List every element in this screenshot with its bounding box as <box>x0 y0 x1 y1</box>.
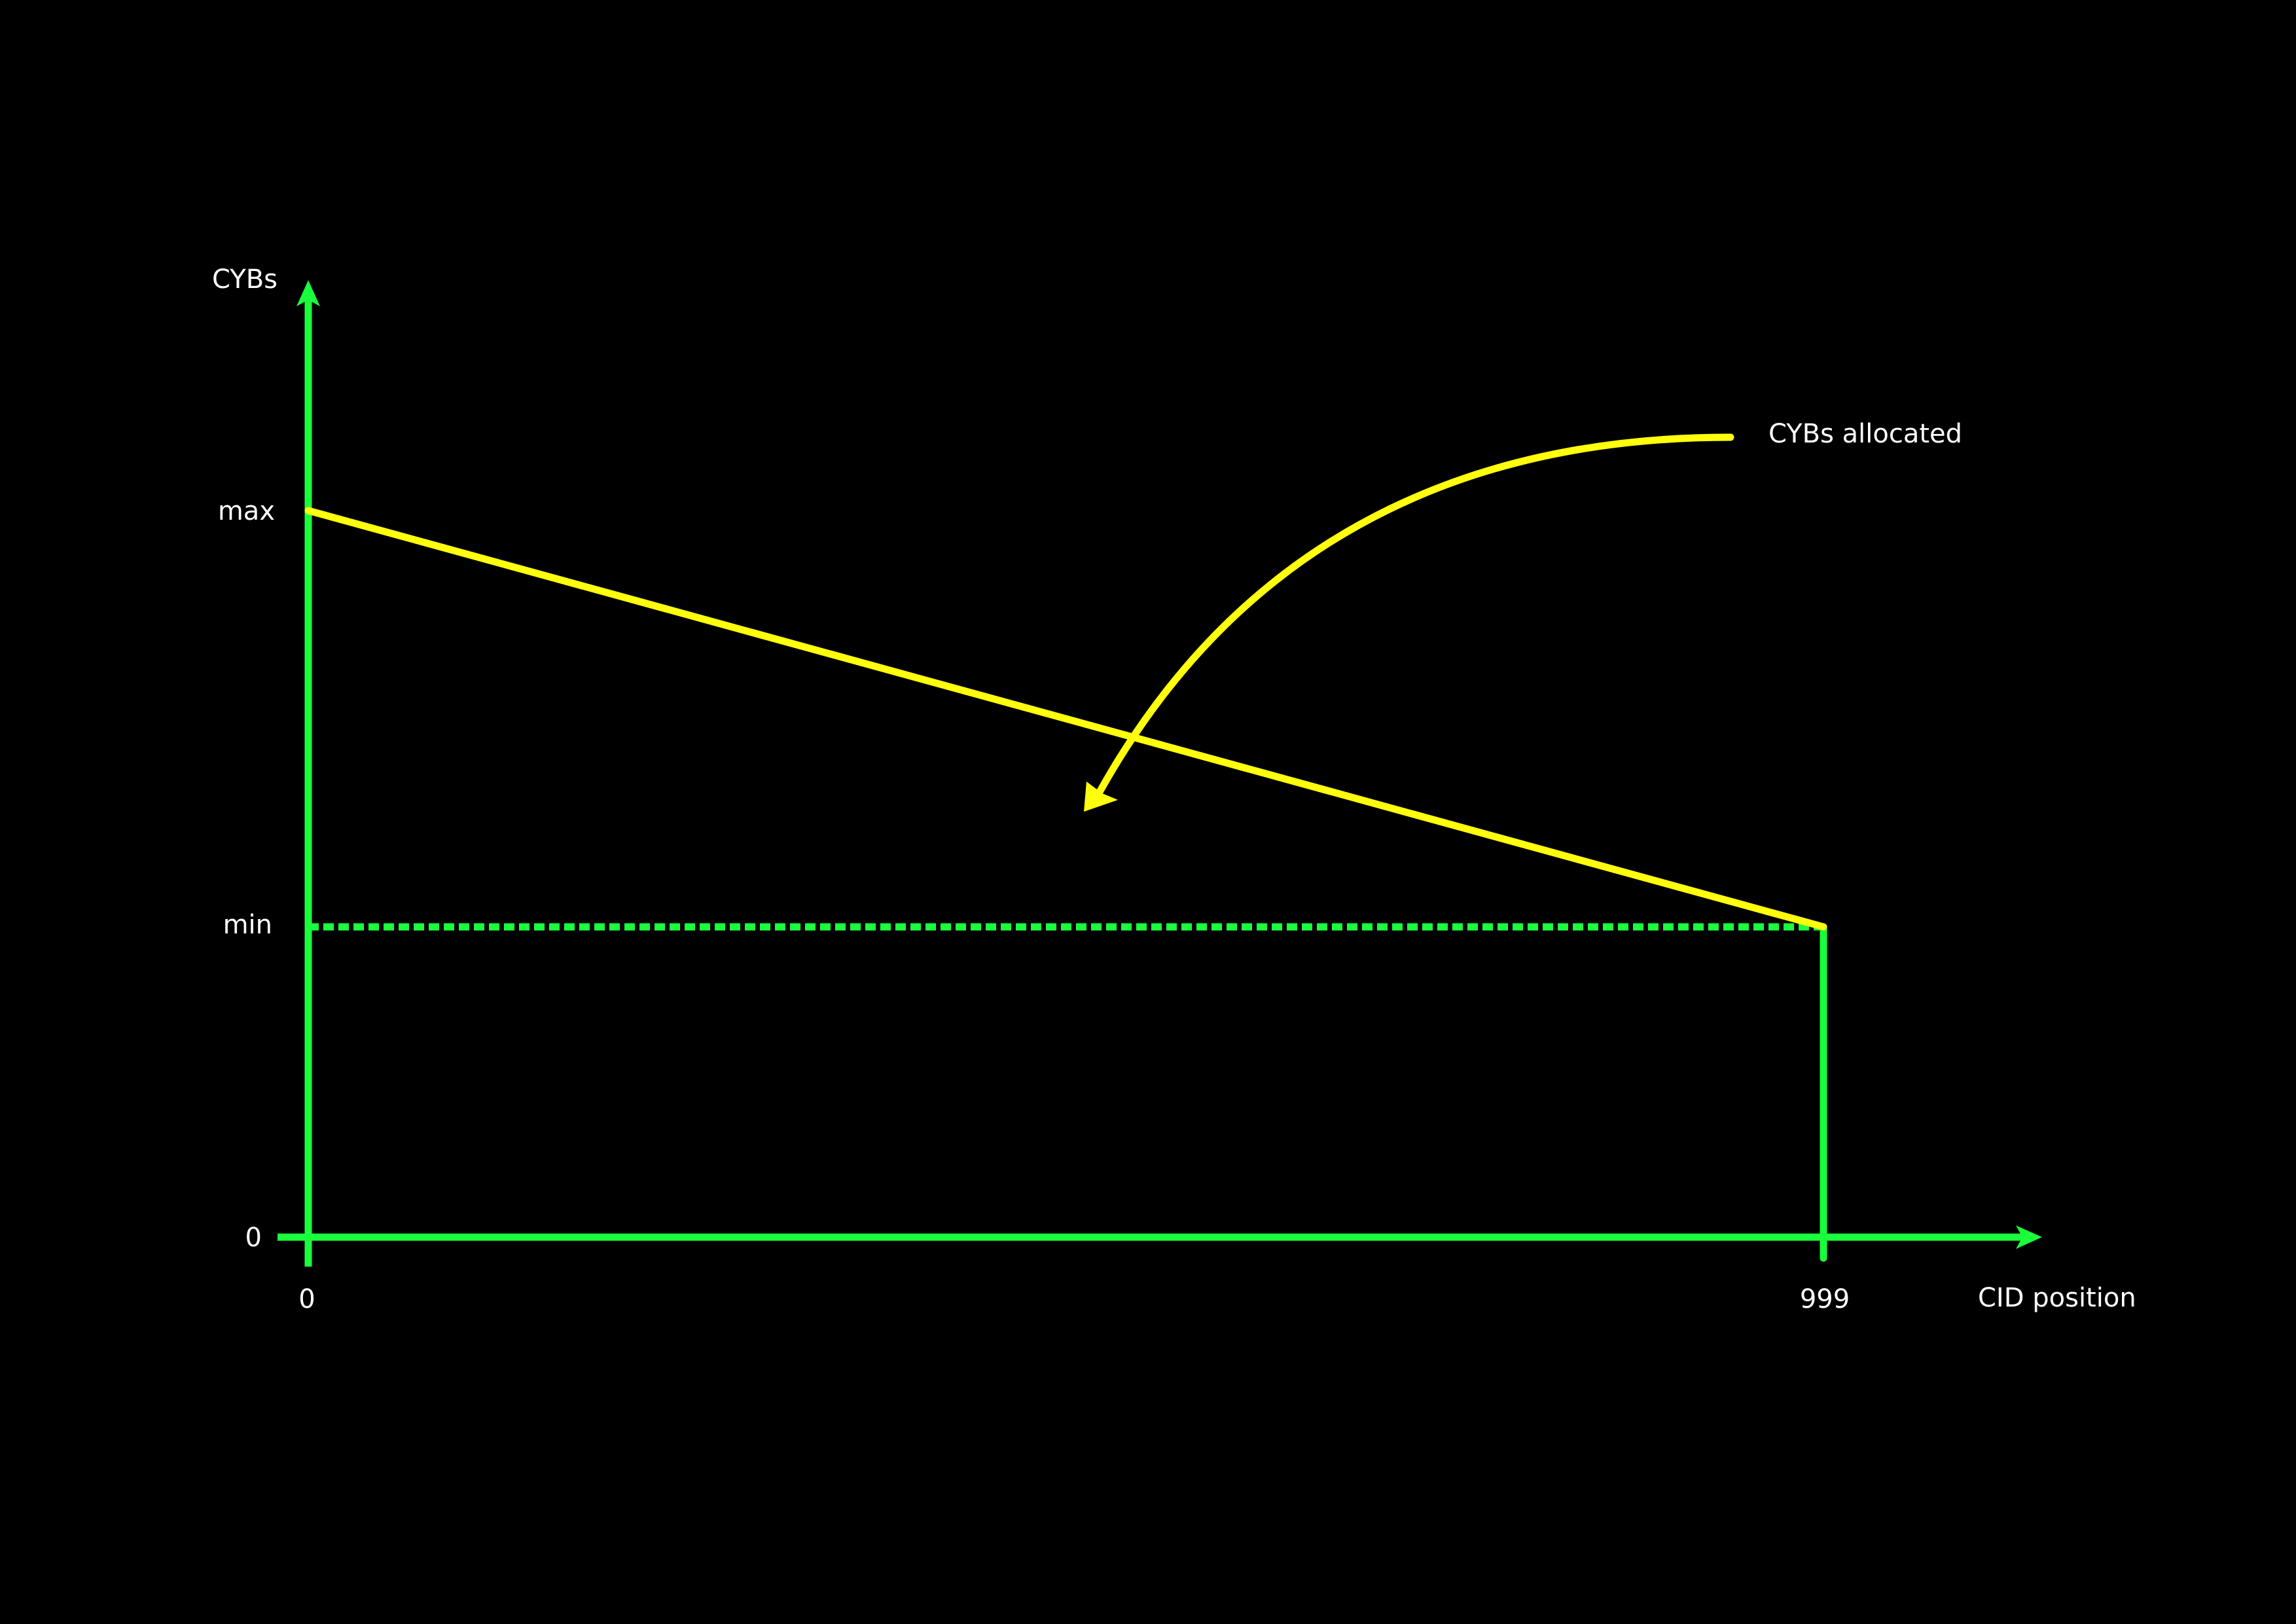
x-tick-label-999: 999 <box>1800 1284 1850 1314</box>
y-tick-label-zero: 0 <box>245 1223 262 1253</box>
annotation-arrowhead <box>1084 782 1118 812</box>
annotation-curved-arrow <box>1096 433 1734 796</box>
y-axis-arrowhead <box>296 280 320 306</box>
annotation-label: CYBs allocated <box>1768 419 1962 449</box>
series-line <box>304 507 1827 931</box>
y-axis-label: CYBs <box>212 264 278 295</box>
x-axis-arrowhead <box>2016 1225 2042 1249</box>
x-axis-label: CID position <box>1978 1283 2136 1313</box>
y-tick-label-max: max <box>218 496 275 526</box>
y-tick-label-min: min <box>223 910 272 940</box>
x-tick-label-zero: 0 <box>298 1284 315 1314</box>
